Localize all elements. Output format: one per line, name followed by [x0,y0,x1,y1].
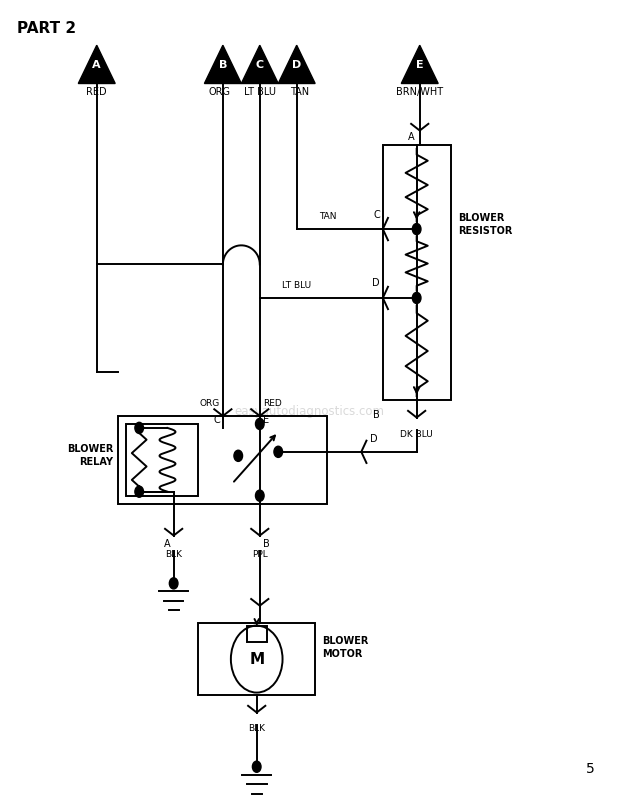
Text: E: E [416,60,423,70]
Text: RED: RED [263,399,282,408]
Text: D: D [372,278,379,288]
Text: E: E [263,415,269,425]
Text: D: D [370,434,378,444]
Text: BRN/WHT: BRN/WHT [396,87,443,98]
Text: PART 2: PART 2 [17,22,76,36]
Circle shape [169,578,178,589]
Text: BLK: BLK [165,550,182,559]
Circle shape [255,418,264,430]
Circle shape [412,292,421,303]
Circle shape [252,761,261,772]
Text: B: B [263,538,269,549]
Text: LT BLU: LT BLU [243,87,276,98]
Text: TAN: TAN [290,87,310,98]
Text: BLK: BLK [248,724,265,733]
Bar [125,424,198,496]
Polygon shape [401,46,438,83]
Bar [118,416,328,504]
Text: C: C [213,415,220,425]
Text: BLOWER
RESISTOR: BLOWER RESISTOR [458,213,512,236]
Circle shape [135,422,143,434]
Text: C: C [256,60,264,70]
Polygon shape [278,46,315,83]
Text: LT BLU: LT BLU [282,281,311,290]
Text: A: A [93,60,101,70]
Polygon shape [205,46,241,83]
Text: BLOWER
RELAY: BLOWER RELAY [67,444,113,467]
Text: BLOWER
MOTOR: BLOWER MOTOR [323,635,369,658]
Text: ORG: ORG [209,87,231,98]
Text: D: D [292,60,302,70]
Polygon shape [241,46,278,83]
Text: ORG: ORG [200,399,220,408]
Polygon shape [78,46,115,83]
Text: RED: RED [87,87,107,98]
Text: A: A [408,132,415,142]
Text: B: B [219,60,227,70]
Circle shape [135,486,143,498]
Circle shape [274,446,282,458]
Text: B: B [373,410,379,419]
Text: M: M [249,651,265,666]
Text: TAN: TAN [319,212,336,221]
Text: PPL: PPL [252,550,268,559]
Bar [383,145,451,400]
Text: DK BLU: DK BLU [400,430,433,439]
Text: 5: 5 [586,762,595,776]
Text: A: A [164,538,171,549]
Circle shape [255,490,264,502]
Text: easyautodiagnostics.com: easyautodiagnostics.com [234,406,384,418]
Bar [247,626,266,642]
Bar [198,623,315,695]
Circle shape [234,450,242,462]
Circle shape [412,223,421,234]
Text: C: C [373,210,379,219]
